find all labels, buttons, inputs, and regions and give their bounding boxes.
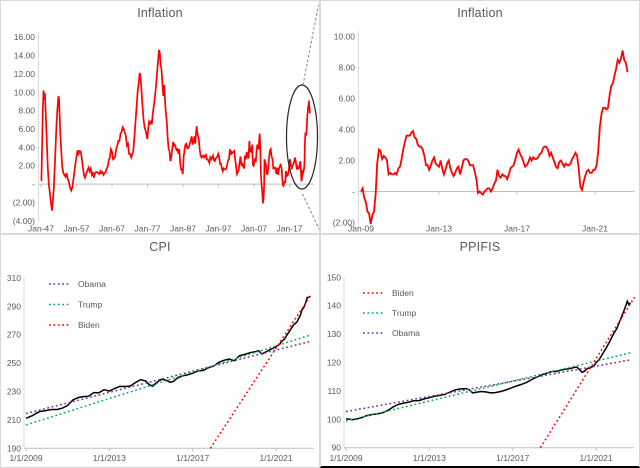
- x-tick-label: Jan-21: [582, 224, 608, 234]
- x-tick-label: 1/1/2017: [496, 453, 529, 463]
- y-tick-label: 14.00: [14, 51, 36, 61]
- y-tick-label: 16.00: [14, 32, 36, 42]
- x-tick-label: Jan-09: [348, 224, 374, 234]
- series-obama-trend: [345, 358, 632, 413]
- x-tick-label: Jan-07: [241, 224, 267, 234]
- y-tick-label: 8.00: [18, 106, 35, 116]
- y-tick-label: 110: [327, 386, 341, 396]
- y-tick-label: 230: [7, 387, 21, 397]
- y-tick-label: 190: [7, 443, 21, 453]
- y-tick-label: 2.00: [338, 156, 355, 166]
- y-tick-label: 270: [7, 330, 21, 340]
- legend-label-biden: Biden: [392, 288, 414, 298]
- x-tick-label: 1/1/2021: [259, 453, 292, 463]
- chart-title-inflation-full: Inflation: [137, 6, 183, 20]
- y-tick-label: -: [352, 187, 355, 197]
- inflation-recent-plot: Jan-09 Jan-13 Jan-17 Jan-21 10.00 8.00 6.00 4.0…: [333, 31, 635, 234]
- x-tick-label: Jan-13: [426, 224, 452, 234]
- x-tick-label: 1/1/2013: [413, 453, 446, 463]
- legend-label-biden: Biden: [78, 320, 100, 330]
- chart-title-ppifis: PPIFIS: [459, 240, 501, 254]
- y-tick-label: (2.00): [333, 218, 355, 228]
- panel-inflation-recent: Jan-09 Jan-13 Jan-17 Jan-21 10.00 8.00 6.00 4.0…: [320, 0, 640, 234]
- y-tick-label: 2.00: [18, 161, 35, 171]
- y-tick-label: 8.00: [338, 63, 355, 73]
- y-tick-label: 100: [327, 414, 341, 424]
- x-tick-label: 1/1/2009: [9, 453, 42, 463]
- y-tick-label: 6.00: [18, 124, 35, 134]
- chart-title-cpi: CPI: [149, 240, 171, 254]
- legend-label-obama: Obama: [78, 279, 106, 289]
- x-tick-label: Jan-17: [277, 224, 303, 234]
- legend-label-obama: Obama: [392, 328, 420, 338]
- y-tick-label: 4.00: [18, 142, 35, 152]
- legend-label-trump: Trump: [392, 308, 417, 318]
- x-tick-label: Jan-57: [64, 224, 90, 234]
- y-tick-label: 210: [7, 415, 21, 425]
- x-tick-label: Jan-87: [170, 224, 196, 234]
- y-tick-label: 10.00: [334, 32, 356, 42]
- chart-title-inflation-recent: Inflation: [457, 6, 503, 20]
- x-tick-label: 1/1/2009: [329, 453, 362, 463]
- y-tick-label: 120: [327, 358, 341, 368]
- series-trump-trend: [345, 351, 632, 422]
- series-inflation: [360, 50, 629, 225]
- y-tick-label: 310: [7, 273, 21, 283]
- ppifis-plot: 1/1/2009 1/1/2013 1/1/2017 1/1/2021 150 140 13…: [327, 272, 636, 463]
- series-biden-trend: [209, 294, 312, 449]
- panel-ppifis: 1/1/2009 1/1/2013 1/1/2017 1/1/2021 150 140 13…: [320, 234, 640, 468]
- x-tick-label: Jan-97: [206, 224, 232, 234]
- y-tick-label: (2.00): [13, 197, 35, 207]
- y-tick-label: 4.00: [338, 125, 355, 135]
- y-tick-label: 12.00: [14, 69, 36, 79]
- x-tick-label: Jan-47: [28, 224, 54, 234]
- zoom-callout-line: [302, 193, 319, 231]
- y-tick-label: 140: [327, 301, 341, 311]
- y-tick-label: 250: [7, 358, 21, 368]
- x-tick-label: Jan-17: [504, 224, 530, 234]
- series-biden-trend: [539, 296, 636, 449]
- y-tick-label: 90: [332, 443, 342, 453]
- y-tick-label: 130: [327, 329, 341, 339]
- legend-label-trump: Trump: [78, 300, 103, 310]
- y-tick-label: -: [32, 179, 35, 189]
- y-tick-label: 150: [327, 272, 341, 282]
- y-tick-label: 6.00: [338, 94, 355, 104]
- y-tick-label: (4.00): [13, 216, 35, 226]
- inflation-full-plot: Jan-47 Jan-57 Jan-67 Jan-77 Jan-87 Jan-97 Jan-…: [13, 4, 319, 234]
- x-tick-label: 1/1/2017: [176, 453, 209, 463]
- series-obama-trend: [25, 340, 312, 415]
- series-cpi-actual: [25, 295, 311, 419]
- x-tick-label: Jan-67: [99, 224, 125, 234]
- x-tick-label: 1/1/2021: [579, 453, 612, 463]
- zoom-callout-line: [302, 4, 319, 86]
- cpi-plot: 1/1/2009 1/1/2013 1/1/2017 1/1/2021 310 290 27…: [7, 273, 314, 463]
- series-inflation: [40, 49, 311, 211]
- series-trump-trend: [25, 333, 312, 426]
- panel-inflation-full: Jan-47 Jan-57 Jan-67 Jan-77 Jan-87 Jan-97 Jan-…: [0, 0, 320, 234]
- x-tick-label: 1/1/2013: [93, 453, 126, 463]
- series-ppifis-actual: [345, 299, 631, 421]
- zoom-ellipse: [285, 84, 319, 190]
- panel-cpi: 1/1/2009 1/1/2013 1/1/2017 1/1/2021 310 290 27…: [0, 234, 320, 468]
- y-tick-label: 10.00: [14, 87, 36, 97]
- x-tick-label: Jan-77: [135, 224, 161, 234]
- y-tick-label: 290: [7, 301, 21, 311]
